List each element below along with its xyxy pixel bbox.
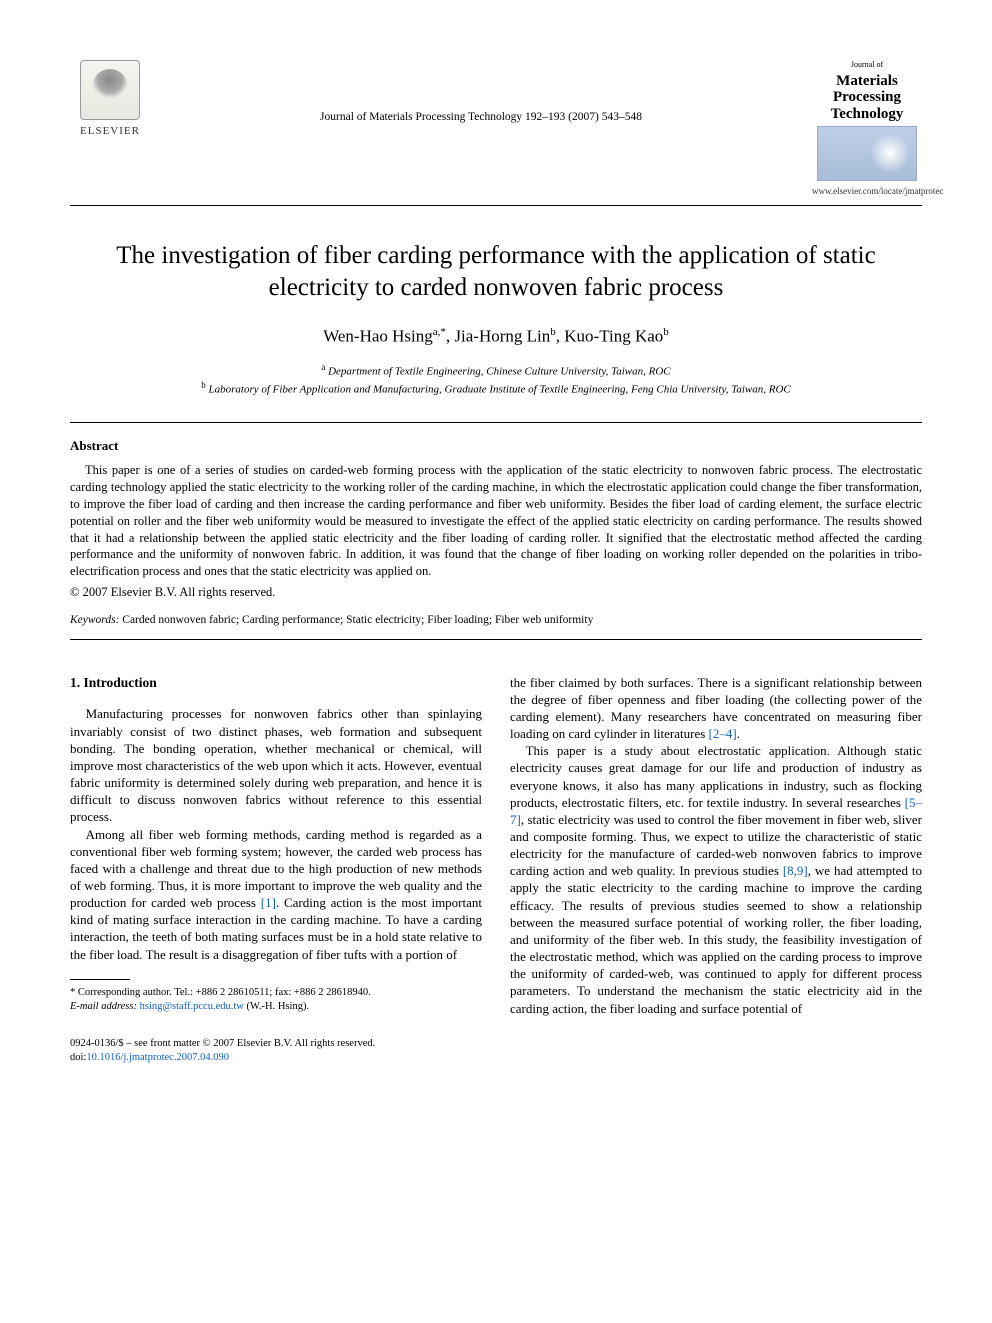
footnote-email-label: E-mail address:	[70, 1001, 137, 1012]
elsevier-tree-icon	[80, 60, 140, 120]
header-rule	[70, 205, 922, 206]
corresponding-footnote: * Corresponding author. Tel.: +886 2 286…	[70, 986, 482, 1014]
author-3-sup: b	[663, 326, 669, 338]
journal-url: www.elsevier.com/locate/jmatprotec	[812, 185, 922, 197]
intro-p4c: , we had attempted to apply the static e…	[510, 863, 922, 1015]
author-1-sup: a,*	[433, 326, 446, 338]
keywords-label: Keywords:	[70, 614, 119, 626]
intro-para-2: Among all fiber web forming methods, car…	[70, 826, 482, 963]
doi-label: doi:	[70, 1052, 86, 1063]
journal-logo-box: Journal of Materials Processing Technolo…	[812, 60, 922, 197]
author-2-sup: b	[550, 326, 556, 338]
publisher-logo: ELSEVIER	[70, 60, 150, 150]
right-column: the fiber claimed by both surfaces. Ther…	[510, 674, 922, 1017]
page-footer: 0924-0136/$ – see front matter © 2007 El…	[70, 1037, 922, 1065]
footer-front-matter: 0924-0136/$ – see front matter © 2007 El…	[70, 1037, 922, 1051]
footnote-separator	[70, 979, 130, 980]
abstract-body: This paper is one of a series of studies…	[70, 462, 922, 580]
left-column: 1. Introduction Manufacturing processes …	[70, 674, 482, 1017]
affil-a-sup: a	[321, 362, 325, 372]
affiliations: a Department of Textile Engineering, Chi…	[70, 361, 922, 398]
ref-link-1[interactable]: [1]	[261, 895, 276, 910]
ref-link-8-9[interactable]: [8,9]	[783, 863, 808, 878]
ref-link-2-4[interactable]: [2–4]	[709, 726, 737, 741]
footnote-corr: * Corresponding author. Tel.: +886 2 286…	[70, 986, 482, 1000]
keywords-text: Carded nonwoven fabric; Carding performa…	[122, 614, 593, 626]
body-columns: 1. Introduction Manufacturing processes …	[70, 674, 922, 1017]
intro-p4a: This paper is a study about electrostati…	[510, 743, 922, 809]
affil-b-text: Laboratory of Fiber Application and Manu…	[208, 384, 790, 396]
abstract-copyright: © 2007 Elsevier B.V. All rights reserved…	[70, 584, 922, 601]
author-2: Jia-Horng Lin	[454, 327, 550, 346]
author-3: Kuo-Ting Kao	[564, 327, 663, 346]
authors-line: Wen-Hao Hsinga,*, Jia-Horng Linb, Kuo-Ti…	[70, 325, 922, 349]
abstract-heading: Abstract	[70, 437, 922, 455]
header-row: ELSEVIER Journal of Materials Processing…	[70, 60, 922, 197]
paper-title: The investigation of fiber carding perfo…	[70, 240, 922, 303]
journal-cover-icon	[817, 126, 917, 181]
affil-b-sup: b	[201, 380, 206, 390]
section-1-heading: 1. Introduction	[70, 674, 482, 692]
footer-doi-line: doi:10.1016/j.jmatprotec.2007.04.090	[70, 1051, 922, 1065]
footnote-email-line: E-mail address: hsing@staff.pccu.edu.tw …	[70, 1000, 482, 1014]
abstract-bottom-rule	[70, 639, 922, 640]
footnote-email-who: (W.-H. Hsing).	[246, 1001, 309, 1012]
keywords-line: Keywords: Carded nonwoven fabric; Cardin…	[70, 613, 922, 629]
author-1: Wen-Hao Hsing	[323, 327, 433, 346]
abstract-top-rule	[70, 422, 922, 423]
intro-para-4: This paper is a study about electrostati…	[510, 742, 922, 1017]
journal-logo-small: Journal of	[812, 60, 922, 71]
footnote-email[interactable]: hsing@staff.pccu.edu.tw	[140, 1001, 244, 1012]
intro-para-3: the fiber claimed by both surfaces. Ther…	[510, 674, 922, 743]
journal-logo-title: Materials Processing Technology	[812, 73, 922, 123]
intro-p3b: .	[737, 726, 740, 741]
journal-reference: Journal of Materials Processing Technolo…	[150, 60, 812, 126]
affil-a-text: Department of Textile Engineering, Chine…	[328, 365, 671, 377]
publisher-name: ELSEVIER	[80, 124, 140, 139]
doi-link[interactable]: 10.1016/j.jmatprotec.2007.04.090	[86, 1052, 229, 1063]
intro-para-1: Manufacturing processes for nonwoven fab…	[70, 705, 482, 825]
